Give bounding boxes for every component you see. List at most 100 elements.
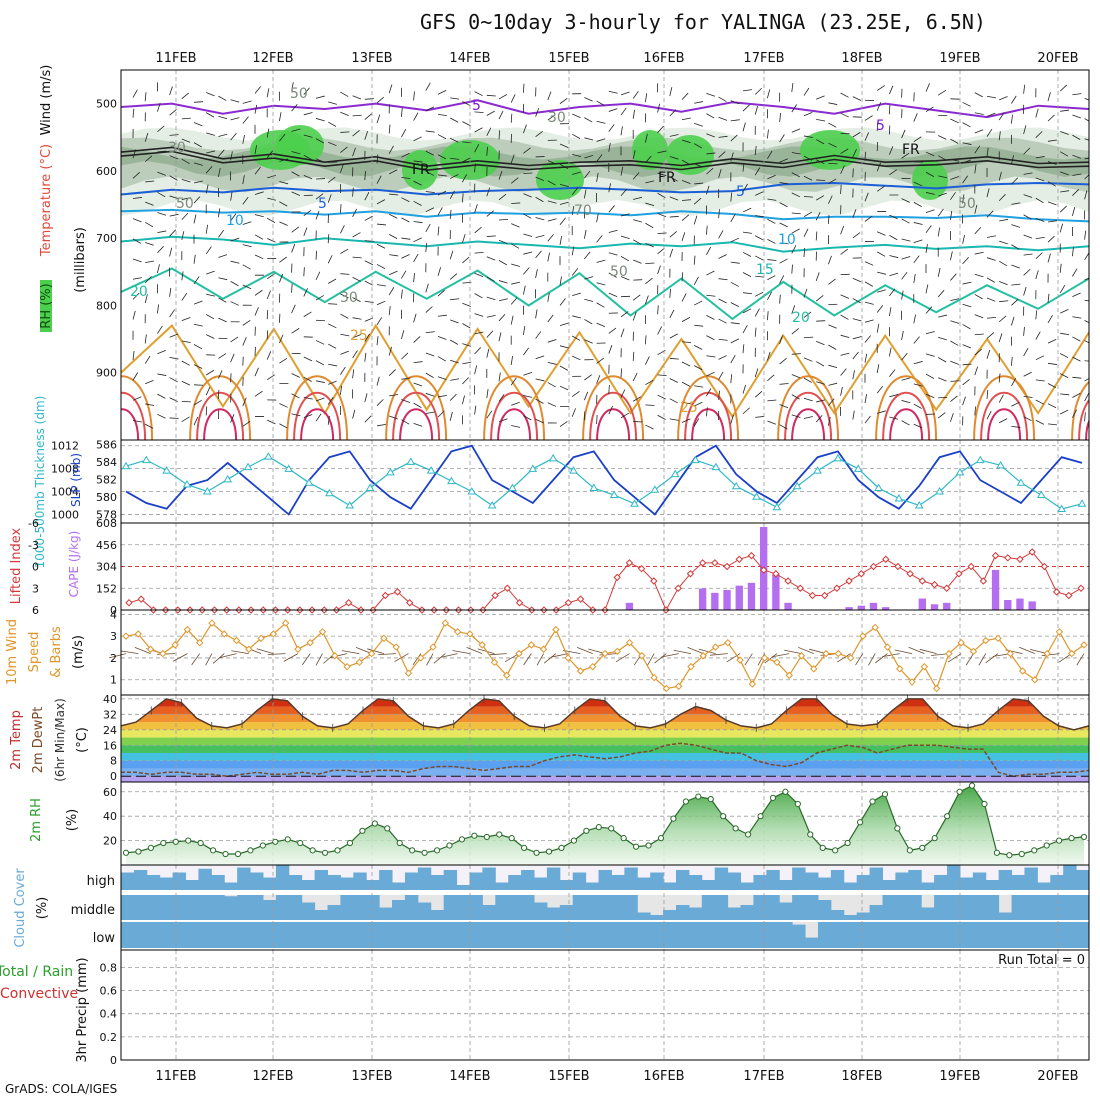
rh2m-marker [1080,833,1088,841]
cloud-bar [469,895,483,920]
wind-barb [779,383,789,385]
wind-barb [267,419,276,425]
wind-barb [327,176,336,183]
wind-barb [669,378,679,383]
wind-barb [645,222,654,229]
temp-band [121,753,1089,761]
wind-speed-marker [810,665,818,673]
cloud-bar [779,922,793,948]
wind-barb [999,260,1008,267]
wind-barb [828,142,837,148]
wind-barb [669,288,671,298]
wind-barb [754,308,760,317]
wind-barb [327,278,337,284]
cloud-bar [1037,922,1051,948]
wind-speed-marker [846,654,855,662]
wind-barb [925,225,932,234]
wind-speed-marker [195,638,204,647]
wind-barb [328,380,337,385]
contour-label: 30 [548,110,566,126]
cloud-bar [379,907,393,920]
wind-barb [694,101,704,104]
wind-barb [974,164,977,174]
wind-barb [974,251,984,255]
lifted-index-marker [613,573,621,582]
wind-barb [840,148,849,154]
cloud-bar [663,922,677,948]
wind-barb [523,124,527,134]
cloud-bar [262,877,277,890]
wind-speed-marker [269,630,278,638]
cloud-bar [366,895,380,920]
wind-barb [791,212,801,215]
cloud-bar [998,922,1013,948]
cloud-bar [1011,895,1025,920]
wind-barb [1035,131,1043,138]
wind-barb [852,277,862,283]
cloud-bar [456,895,470,920]
wind-barb [815,195,825,201]
wind-barb [706,185,710,195]
wind-barb [986,349,991,359]
wind-barb [754,87,762,95]
cape-bar [991,569,1000,610]
wind-barb [681,159,691,165]
x-tick-label: 13FEB [351,51,392,66]
wind-speed-marker [589,662,597,671]
cloud-bar [572,872,587,890]
rh2m-marker [209,847,217,854]
wind-barb [669,215,679,218]
wind-barb [559,98,568,104]
wind-barb [645,335,647,345]
wind-barb [1060,353,1069,359]
wind-barb [1072,247,1074,257]
wind-barb [450,378,460,381]
wind-barb [901,238,911,242]
wind-barb [742,207,752,213]
contour-label: FR [658,170,676,186]
wind-barb [779,294,781,304]
wind-barb [1076,653,1085,666]
warm-contour [1071,380,1089,440]
cloud-bar [559,880,574,890]
x-tick-label: 11FEB [155,1069,196,1084]
wind-barb [877,410,886,414]
wind-barb [132,420,142,423]
wind-barb [779,358,787,365]
wind-barb [742,308,752,314]
wind-speed-marker [343,662,351,671]
wind-speed-marker [748,680,757,688]
wind-barb [486,235,496,237]
wind-barb [986,297,996,302]
wind-barb [157,373,167,376]
wind-barb [206,334,215,339]
wind-barb [437,336,447,340]
wind-barb [535,176,545,181]
wind-barb [657,150,667,154]
axis-label: 2m Temp [9,710,24,770]
x-tick-label: 16FEB [643,51,684,66]
wind-barb [303,174,313,180]
wind-barb [376,424,386,427]
wind-barb [767,351,771,361]
wind-barb [486,389,489,399]
wind-barb [584,298,594,302]
cloud-bar [495,882,509,890]
wind-barb [205,166,213,174]
wind-barb [474,313,484,317]
wind-barb [364,98,374,100]
wind-barb [864,261,874,266]
wind-barb [169,333,179,338]
temp-bands [121,698,1089,782]
cloud-bar [521,895,535,920]
cloud-bar [727,907,742,920]
cloud-bar [598,895,612,920]
wind-barb [193,344,203,350]
thickness-marker [1036,490,1046,499]
wind-barb [986,332,995,339]
wind-barb [864,132,870,141]
wind-barb [474,204,478,213]
wind-barb [376,317,383,326]
thickness-marker [202,487,212,495]
wind-barb [608,327,617,334]
